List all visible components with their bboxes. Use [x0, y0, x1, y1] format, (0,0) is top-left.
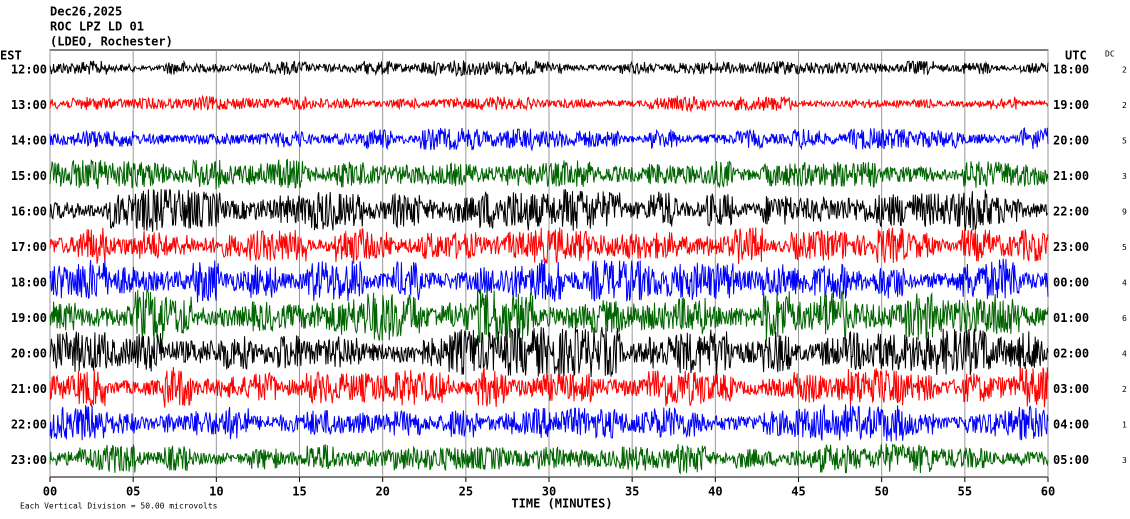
left-time-label: 14:00 — [11, 134, 47, 148]
right-time-label: 19:00 — [1053, 98, 1089, 112]
trace — [49, 443, 1049, 475]
title-line: (LDEO, Rochester) — [50, 35, 173, 49]
right-time-label: 18:00 — [1053, 63, 1089, 77]
trace — [49, 227, 1049, 265]
right-time-label: 05:00 — [1053, 453, 1089, 467]
dc-value: 3 — [1122, 456, 1127, 465]
right-time-label: 23:00 — [1053, 240, 1089, 254]
right-time-label: 01:00 — [1053, 311, 1089, 325]
trace — [49, 158, 1049, 190]
x-tick-label: 60 — [1041, 485, 1055, 499]
left-time-label: 18:00 — [11, 276, 47, 290]
dc-value: 1 — [1122, 421, 1127, 430]
x-tick-label: 55 — [958, 485, 972, 499]
trace — [49, 258, 1049, 303]
x-tick-label: 05 — [126, 485, 140, 499]
left-time-label: 17:00 — [11, 240, 47, 254]
left-time-label: 13:00 — [11, 98, 47, 112]
left-time-label: 16:00 — [11, 205, 47, 219]
footnote: Each Vertical Division = 50.00 microvolt… — [20, 502, 218, 511]
left-time-label: 19:00 — [11, 311, 47, 325]
trace — [49, 127, 1049, 152]
left-time-label: 21:00 — [11, 382, 47, 396]
right-time-label: 02:00 — [1053, 347, 1089, 361]
x-axis-title: TIME (MINUTES) — [511, 497, 612, 511]
dc-value: 4 — [1122, 279, 1127, 288]
x-tick-label: 25 — [459, 485, 473, 499]
title-line: Dec26,2025 — [50, 5, 122, 19]
dc-value: 4 — [1122, 350, 1127, 359]
right-time-label: 20:00 — [1053, 134, 1089, 148]
left-time-label: 15:00 — [11, 169, 47, 183]
trace — [49, 188, 1049, 232]
trace — [49, 59, 1049, 78]
right-time-label: 22:00 — [1053, 205, 1089, 219]
left-time-label: 22:00 — [11, 418, 47, 432]
right-time-label: 00:00 — [1053, 276, 1089, 290]
dc-value: 2 — [1122, 101, 1127, 110]
x-tick-label: 45 — [791, 485, 805, 499]
right-axis-title: UTC — [1065, 49, 1087, 63]
dc-value: 2 — [1122, 385, 1127, 394]
dc-title: DC — [1105, 50, 1115, 59]
x-tick-label: 30 — [542, 485, 556, 499]
left-time-label: 23:00 — [11, 453, 47, 467]
left-axis-title: EST — [0, 49, 22, 63]
title-line: ROC LPZ LD 01 — [50, 20, 144, 34]
x-tick-label: 50 — [874, 485, 888, 499]
dc-value: 5 — [1122, 137, 1127, 146]
x-tick-label: 35 — [625, 485, 639, 499]
x-tick-label: 10 — [209, 485, 223, 499]
dc-value: 9 — [1122, 208, 1127, 217]
trace — [49, 326, 1049, 378]
dc-value: 6 — [1122, 314, 1127, 323]
right-time-label: 03:00 — [1053, 382, 1089, 396]
right-time-label: 04:00 — [1053, 418, 1089, 432]
left-time-label: 12:00 — [11, 63, 47, 77]
dc-value: 2 — [1122, 66, 1127, 75]
x-tick-label: 40 — [708, 485, 722, 499]
trace — [49, 367, 1049, 408]
trace — [49, 288, 1049, 343]
dc-value: 3 — [1122, 172, 1127, 181]
trace — [49, 94, 1049, 113]
right-time-label: 21:00 — [1053, 169, 1089, 183]
x-tick-label: 00 — [43, 485, 57, 499]
dc-value: 5 — [1122, 243, 1127, 252]
left-time-label: 20:00 — [11, 347, 47, 361]
x-tick-label: 15 — [292, 485, 306, 499]
trace — [49, 404, 1049, 442]
x-tick-label: 20 — [375, 485, 389, 499]
